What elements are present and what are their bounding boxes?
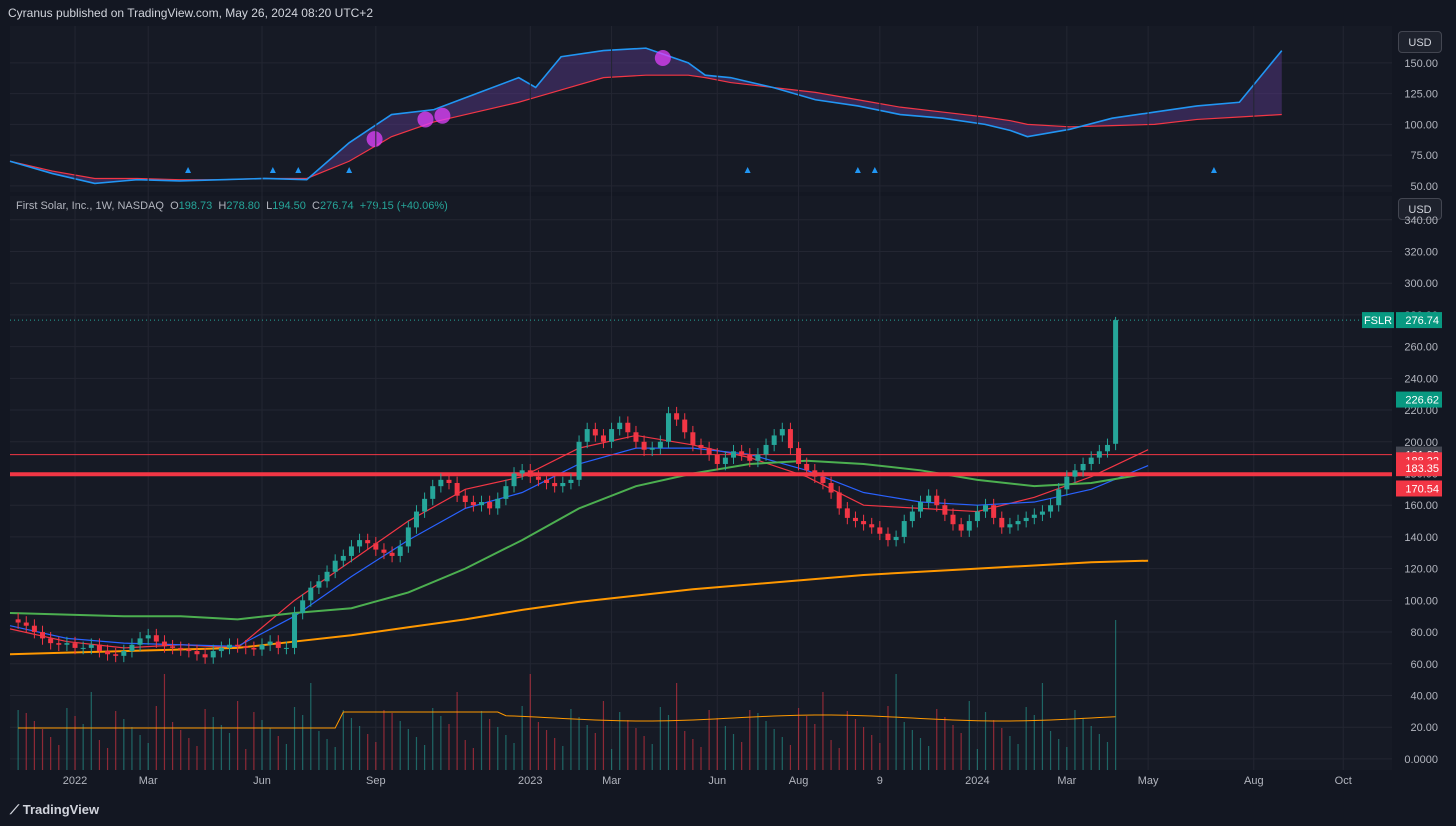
legend-open-label: O: [170, 200, 179, 212]
symbol-legend: First Solar, Inc., 1W, NASDAQ O198.73 H2…: [16, 200, 448, 212]
publish-text: Cyranus published on TradingView.com, Ma…: [8, 6, 373, 20]
time-axis-tick: Sep: [366, 775, 386, 787]
time-axis-tick: Aug: [789, 775, 809, 787]
time-axis-tick: 2023: [518, 775, 542, 787]
legend-close: 276.74: [320, 200, 354, 212]
legend-open: 198.73: [178, 200, 213, 212]
legend-low: 194.50: [272, 200, 306, 212]
brand-name: TradingView: [22, 802, 100, 817]
time-axis-tick: Mar: [602, 775, 621, 787]
time-axis-tick: 2024: [965, 775, 989, 787]
legend-high: 278.80: [226, 200, 261, 212]
time-axis-tick: 9: [877, 775, 883, 787]
legend-close-label: C: [312, 200, 320, 212]
legend-change: +79.15 (+40.06%): [359, 200, 448, 212]
time-axis-tick: Mar: [1057, 775, 1076, 787]
main-price-scale[interactable]: [1393, 196, 1456, 770]
time-axis-tick: Aug: [1244, 775, 1264, 787]
time-axis-tick: 2022: [63, 775, 87, 787]
time-axis-tick: Jun: [708, 775, 726, 787]
time-axis-tick: Mar: [139, 775, 158, 787]
publish-header: Cyranus published on TradingView.com, Ma…: [0, 0, 1456, 26]
price-pane[interactable]: [10, 196, 1392, 770]
footer: ⟋ TradingView: [0, 794, 1456, 826]
time-axis-tick: Oct: [1335, 775, 1352, 787]
time-axis-tick: May: [1138, 775, 1159, 787]
time-axis-tick: Jun: [253, 775, 271, 787]
currency-button-main[interactable]: USD: [1398, 198, 1442, 220]
currency-button-top[interactable]: USD: [1398, 31, 1442, 53]
legend-symbol: First Solar, Inc., 1W, NASDAQ: [16, 200, 164, 212]
legend-high-label: H: [218, 200, 227, 212]
indicator-pane[interactable]: [10, 26, 1392, 192]
tradingview-logo[interactable]: ⟋ TradingView: [10, 802, 100, 817]
legend-low-label: L: [266, 200, 273, 212]
indicator-price-scale[interactable]: [1393, 26, 1456, 192]
